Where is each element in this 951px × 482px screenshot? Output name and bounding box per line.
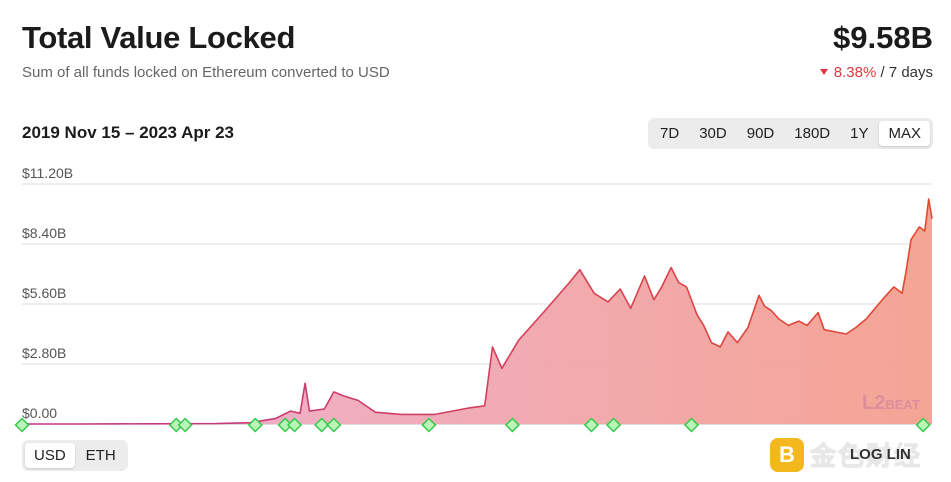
date-range: 2019 Nov 15 – 2023 Apr 23 bbox=[22, 123, 235, 142]
milestone-marker[interactable] bbox=[286, 417, 303, 433]
y-tick-label: $0.00 bbox=[22, 405, 57, 421]
milestone-marker[interactable] bbox=[314, 417, 330, 433]
tvl-line bbox=[22, 198, 933, 425]
range-180d-button[interactable]: 180D bbox=[794, 125, 831, 142]
change-period: / 7 days bbox=[880, 64, 933, 81]
tvl-chart[interactable]: $0.00 $2.80B $5.60B $8.40B $11.20B bbox=[0, 160, 951, 440]
y-tick-label: $8.40B bbox=[22, 225, 66, 241]
scale-toggle[interactable]: LOG LIN bbox=[850, 446, 911, 463]
milestone-marker[interactable] bbox=[14, 417, 30, 433]
y-tick-label: $2.80B bbox=[22, 345, 66, 361]
unit-selector: USD ETH bbox=[22, 440, 128, 471]
unit-usd-button[interactable]: USD bbox=[25, 443, 75, 468]
range-max-button[interactable]: MAX bbox=[879, 121, 930, 146]
y-tick-label: $11.20B bbox=[22, 165, 73, 181]
brand-text: 金色财经 bbox=[810, 441, 923, 471]
range-1y-button[interactable]: 1Y bbox=[850, 125, 869, 142]
range-7d-button[interactable]: 7D bbox=[660, 125, 680, 142]
page-title: Total Value Locked bbox=[22, 20, 296, 55]
milestone-marker[interactable] bbox=[421, 417, 437, 433]
milestone-marker[interactable] bbox=[915, 417, 931, 433]
milestone-marker[interactable] bbox=[583, 417, 600, 433]
range-90d-button[interactable]: 90D bbox=[746, 125, 775, 142]
brand-watermark: B 金色财经 bbox=[770, 436, 922, 473]
y-tick-label: $5.60B bbox=[22, 285, 66, 301]
change-percent: 8.38% bbox=[833, 64, 877, 81]
l2beat-watermark: L2BEAT bbox=[862, 392, 920, 414]
milestone-marker[interactable] bbox=[504, 417, 520, 433]
brand-logo-icon: B bbox=[770, 437, 804, 472]
milestone-marker[interactable] bbox=[683, 417, 700, 433]
milestone-marker[interactable] bbox=[177, 417, 193, 433]
tvl-area bbox=[22, 199, 932, 424]
page-subtitle: Sum of all funds locked on Ethereum conv… bbox=[22, 64, 390, 81]
triangle-down-icon bbox=[819, 69, 828, 75]
tvl-value: $9.58B bbox=[833, 20, 933, 55]
range-30d-button[interactable]: 30D bbox=[699, 125, 727, 142]
milestone-marker[interactable] bbox=[326, 417, 342, 433]
tvl-change: 8.38% / 7 days bbox=[819, 64, 933, 81]
unit-eth-button[interactable]: ETH bbox=[85, 447, 116, 464]
milestone-marker[interactable] bbox=[247, 417, 263, 433]
range-selector: 7D 30D 90D 180D 1Y MAX bbox=[648, 118, 933, 149]
milestone-marker[interactable] bbox=[605, 417, 622, 433]
